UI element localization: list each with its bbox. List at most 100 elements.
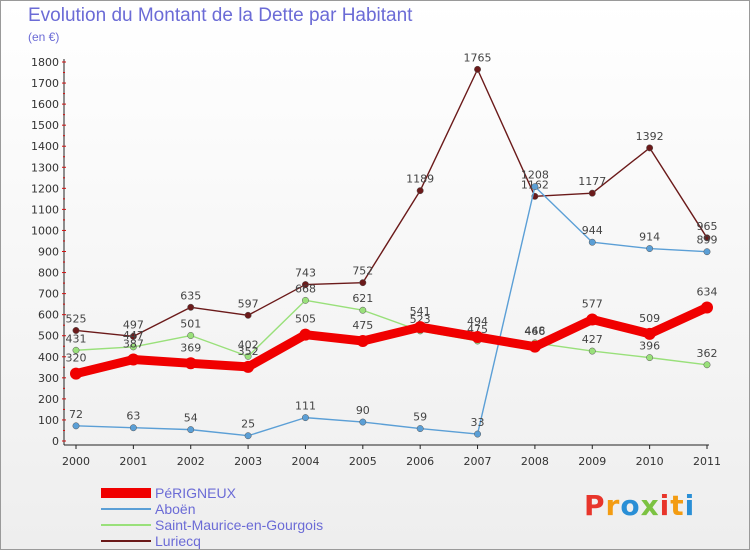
x-tick-label: 2004 <box>291 455 319 468</box>
x-tick-label: 2001 <box>119 455 147 468</box>
data-point <box>242 360 255 373</box>
data-point <box>72 346 80 354</box>
data-point <box>703 361 711 369</box>
data-label: 743 <box>295 267 316 280</box>
data-point <box>701 301 713 314</box>
data-label: 1765 <box>464 51 492 64</box>
data-point <box>187 332 195 339</box>
data-label: 1392 <box>636 130 664 143</box>
y-tick-label: 500 <box>38 330 59 343</box>
series-line <box>75 68 708 338</box>
y-tick-label: 100 <box>38 414 59 427</box>
logo-letter: t <box>670 489 685 522</box>
data-point <box>703 234 711 242</box>
data-label: 448 <box>524 325 545 338</box>
legend-item-perigneux: PéRIGNEUX <box>101 485 401 501</box>
legend-label: Aboën <box>155 501 196 517</box>
data-point <box>588 347 596 355</box>
x-tick-label: 2008 <box>521 455 549 468</box>
data-label: 501 <box>180 318 201 331</box>
data-point <box>244 432 252 440</box>
y-tick-label: 1800 <box>31 56 59 69</box>
logo-letter: x <box>640 489 660 522</box>
y-tick-label: 1600 <box>31 98 59 111</box>
data-point <box>416 425 424 433</box>
data-label: 362 <box>697 347 718 360</box>
legend-item-aboen: Aboën <box>101 501 401 517</box>
legend-swatch <box>101 508 151 510</box>
data-point <box>244 352 252 360</box>
data-label: 466 <box>524 325 545 338</box>
data-label: 621 <box>352 292 373 305</box>
legend-label: Saint-Maurice-en-Gourgois <box>155 517 324 533</box>
x-tick-label: 2000 <box>62 455 90 468</box>
data-label: 497 <box>123 318 144 331</box>
data-point <box>187 426 195 434</box>
legend-label: Luriecq <box>155 533 201 549</box>
data-label: 752 <box>352 265 373 278</box>
data-label: 25 <box>241 418 255 431</box>
data-label: 668 <box>295 282 316 295</box>
data-label: 525 <box>66 312 87 325</box>
data-label: 965 <box>697 220 718 233</box>
y-tick-label: 200 <box>38 393 59 406</box>
data-point <box>474 65 481 73</box>
data-label: 54 <box>184 412 198 425</box>
y-tick-label: 600 <box>38 309 59 322</box>
data-label: 899 <box>697 234 718 247</box>
data-point <box>244 311 252 319</box>
data-point <box>474 430 481 438</box>
data-point <box>129 343 137 351</box>
data-point <box>531 183 539 191</box>
data-label: 914 <box>639 231 660 244</box>
data-point <box>184 357 197 370</box>
x-tick-label: 2005 <box>349 455 377 468</box>
data-label: 59 <box>413 411 427 424</box>
data-label: 1208 <box>521 169 549 182</box>
data-point <box>72 422 80 430</box>
data-point <box>703 248 711 256</box>
data-label: 635 <box>180 289 201 302</box>
legend-swatch <box>101 540 151 542</box>
data-label: 396 <box>639 340 660 353</box>
data-label: 352 <box>238 345 259 358</box>
data-point <box>129 424 137 432</box>
y-tick-label: 900 <box>38 246 59 259</box>
chart-title: Evolution du Montant de la Dette par Hab… <box>28 5 413 26</box>
data-label: 505 <box>295 313 316 326</box>
x-tick-label: 2002 <box>177 455 205 468</box>
data-point <box>359 418 367 426</box>
data-label: 1189 <box>406 173 434 186</box>
data-label: 475 <box>352 319 373 332</box>
data-point <box>127 353 140 366</box>
series-line <box>75 299 708 366</box>
data-point <box>302 296 309 304</box>
y-tick-label: 700 <box>38 288 59 301</box>
data-point <box>646 144 654 152</box>
data-label: 1177 <box>578 175 606 188</box>
data-point <box>299 328 312 341</box>
legend: PéRIGNEUX Aboën Saint-Maurice-en-Gourgoi… <box>101 485 401 549</box>
legend-swatch <box>101 488 151 498</box>
y-tick-label: 800 <box>38 267 59 280</box>
y-tick-label: 1300 <box>31 161 59 174</box>
data-point <box>416 187 424 195</box>
data-point <box>646 354 654 362</box>
legend-swatch <box>101 524 151 526</box>
y-tick-label: 1000 <box>31 224 59 237</box>
y-tick-label: 1100 <box>31 203 59 216</box>
data-label: 427 <box>582 333 603 346</box>
y-tick-label: 300 <box>38 372 59 385</box>
data-label: 369 <box>180 341 201 354</box>
data-label: 541 <box>410 305 431 318</box>
data-point <box>359 306 367 314</box>
y-tick-label: 1200 <box>31 182 59 195</box>
x-tick-label: 2009 <box>578 455 606 468</box>
data-point <box>70 367 82 380</box>
proxiti-logo: Proxiti <box>584 489 695 522</box>
y-tick-label: 1400 <box>31 140 59 153</box>
data-label: 494 <box>467 315 488 328</box>
data-label: 447 <box>123 329 144 342</box>
